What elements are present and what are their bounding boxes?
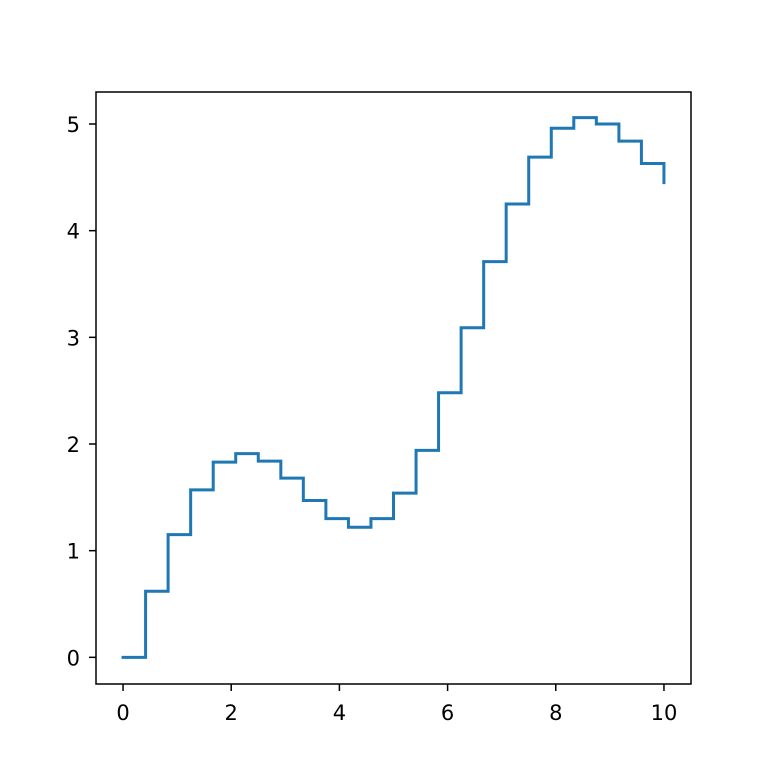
y-tick-label: 0 xyxy=(67,646,80,670)
chart-marks xyxy=(121,116,666,659)
y-tick-label: 3 xyxy=(67,326,80,350)
x-tick-label: 6 xyxy=(441,701,454,725)
plot-frame xyxy=(95,91,692,685)
y-tick-label: 4 xyxy=(67,220,80,244)
y-tick-label: 2 xyxy=(67,433,80,457)
x-tick-label: 10 xyxy=(651,701,678,725)
y-tick-label: 5 xyxy=(67,113,80,137)
x-tick-label: 0 xyxy=(116,701,129,725)
chart-axes: 0 2 4 6 8 10 0 1 2 3 4 5 xyxy=(67,91,692,725)
y-tick-label: 1 xyxy=(67,540,80,564)
series-step-line xyxy=(121,116,666,659)
x-tick-label: 4 xyxy=(333,701,346,725)
x-tick-label: 8 xyxy=(549,701,562,725)
x-tick-label: 2 xyxy=(225,701,238,725)
